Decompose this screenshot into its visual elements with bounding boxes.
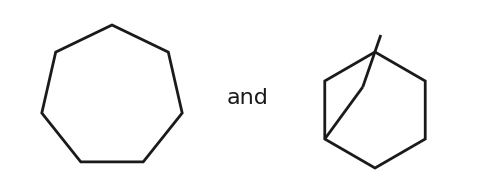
Text: and: and (227, 88, 269, 108)
